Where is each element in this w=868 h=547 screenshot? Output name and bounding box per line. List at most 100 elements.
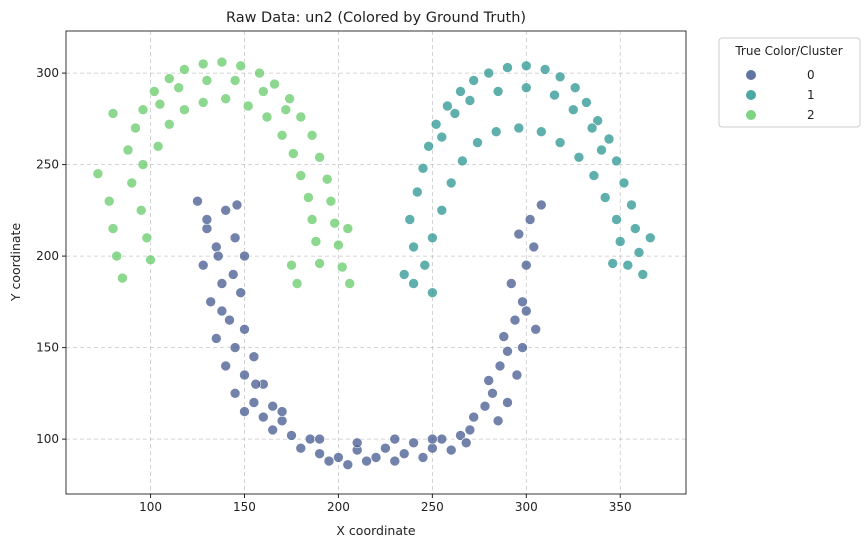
point-cluster-0 — [445, 444, 457, 456]
point-cluster-0 — [483, 375, 495, 386]
point-cluster-1 — [464, 95, 476, 106]
point-cluster-1 — [607, 258, 619, 269]
point-cluster-1 — [427, 287, 438, 299]
point-cluster-1 — [427, 232, 438, 244]
point-cluster-1 — [468, 75, 480, 86]
point-cluster-0 — [197, 259, 209, 271]
point-cluster-1 — [586, 122, 598, 134]
point-cluster-1 — [637, 269, 649, 280]
point-cluster-0 — [535, 199, 547, 211]
point-cluster-1 — [408, 241, 419, 253]
point-cluster-1 — [423, 141, 434, 152]
point-cluster-2 — [333, 239, 344, 251]
point-cluster-0 — [211, 241, 222, 253]
point-cluster-0 — [276, 406, 288, 417]
point-cluster-0 — [248, 351, 260, 363]
legend-label-0: 0 — [807, 68, 815, 82]
chart-title: Raw Data: un2 (Colored by Ground Truth) — [226, 10, 526, 26]
legend-label-1: 1 — [807, 88, 815, 102]
point-cluster-0 — [494, 360, 506, 372]
point-cluster-1 — [588, 170, 600, 181]
point-cluster-1 — [445, 177, 457, 189]
point-cluster-2 — [306, 130, 318, 141]
point-cluster-1 — [520, 60, 532, 72]
point-cluster-0 — [520, 305, 532, 317]
y-tick-label: 300 — [36, 66, 59, 80]
point-cluster-2 — [235, 60, 246, 72]
point-cluster-1 — [633, 247, 645, 258]
y-tick-label: 200 — [36, 249, 59, 263]
point-cluster-2 — [295, 111, 307, 123]
point-cluster-2 — [92, 168, 104, 179]
point-cluster-0 — [528, 241, 540, 253]
point-cluster-2 — [284, 93, 295, 104]
point-cluster-2 — [179, 104, 190, 115]
point-cluster-0 — [229, 387, 241, 399]
point-cluster-1 — [567, 104, 579, 115]
point-cluster-2 — [336, 261, 348, 273]
point-cluster-0 — [231, 199, 243, 211]
point-cluster-0 — [517, 296, 528, 308]
point-cluster-0 — [304, 433, 316, 445]
point-cluster-0 — [239, 323, 250, 335]
x-axis-label: X coordinate — [336, 523, 416, 538]
point-cluster-0 — [333, 452, 344, 463]
point-cluster-2 — [111, 250, 122, 262]
point-cluster-0 — [192, 195, 203, 207]
point-cluster-0 — [464, 424, 476, 436]
plot-frame — [65, 30, 687, 495]
point-cluster-0 — [239, 406, 250, 417]
point-cluster-2 — [122, 144, 134, 156]
point-cluster-0 — [530, 323, 542, 335]
point-cluster-0 — [323, 455, 335, 467]
point-cluster-2 — [126, 177, 138, 189]
point-cluster-2 — [269, 78, 280, 90]
point-cluster-1 — [581, 97, 592, 108]
point-cluster-1 — [644, 232, 656, 244]
point-cluster-0 — [380, 442, 391, 454]
point-cluster-0 — [342, 459, 354, 471]
y-axis-label: Y coordinate — [8, 223, 23, 303]
point-cluster-0 — [220, 205, 231, 216]
point-cluster-1 — [430, 119, 442, 130]
point-cluster-0 — [492, 415, 504, 427]
point-cluster-1 — [611, 214, 622, 225]
point-cluster-1 — [603, 133, 615, 145]
point-cluster-2 — [216, 56, 228, 68]
point-cluster-1 — [599, 192, 611, 203]
point-cluster-2 — [344, 278, 356, 289]
point-cluster-0 — [505, 278, 517, 289]
point-cluster-2 — [201, 75, 213, 86]
point-cluster-2 — [145, 254, 156, 266]
point-cluster-0 — [314, 433, 325, 445]
legend-marker-0 — [746, 70, 756, 80]
legend-box — [718, 37, 861, 128]
point-cluster-1 — [472, 137, 483, 148]
legend-title: True Color/Cluster — [734, 44, 842, 58]
point-cluster-1 — [618, 177, 630, 189]
x-tick-label: 300 — [515, 500, 538, 514]
point-cluster-1 — [411, 186, 423, 198]
point-cluster-0 — [257, 411, 269, 423]
point-cluster-0 — [436, 433, 448, 445]
point-cluster-0 — [286, 430, 297, 441]
point-cluster-0 — [235, 287, 246, 299]
point-cluster-0 — [427, 442, 438, 454]
point-cluster-0 — [517, 342, 528, 353]
point-cluster-0 — [295, 442, 307, 454]
point-cluster-0 — [511, 369, 523, 381]
point-cluster-2 — [154, 98, 166, 110]
point-cluster-2 — [152, 141, 164, 152]
point-cluster-0 — [229, 342, 241, 353]
point-cluster-1 — [417, 163, 429, 174]
point-cluster-1 — [502, 62, 513, 73]
point-cluster-1 — [436, 131, 448, 143]
point-cluster-0 — [276, 415, 288, 427]
point-cluster-2 — [295, 170, 307, 181]
point-cluster-2 — [173, 82, 184, 93]
point-cluster-2 — [197, 58, 209, 70]
point-cluster-0 — [201, 223, 213, 234]
point-cluster-0 — [524, 214, 536, 225]
point-cluster-1 — [569, 82, 581, 93]
